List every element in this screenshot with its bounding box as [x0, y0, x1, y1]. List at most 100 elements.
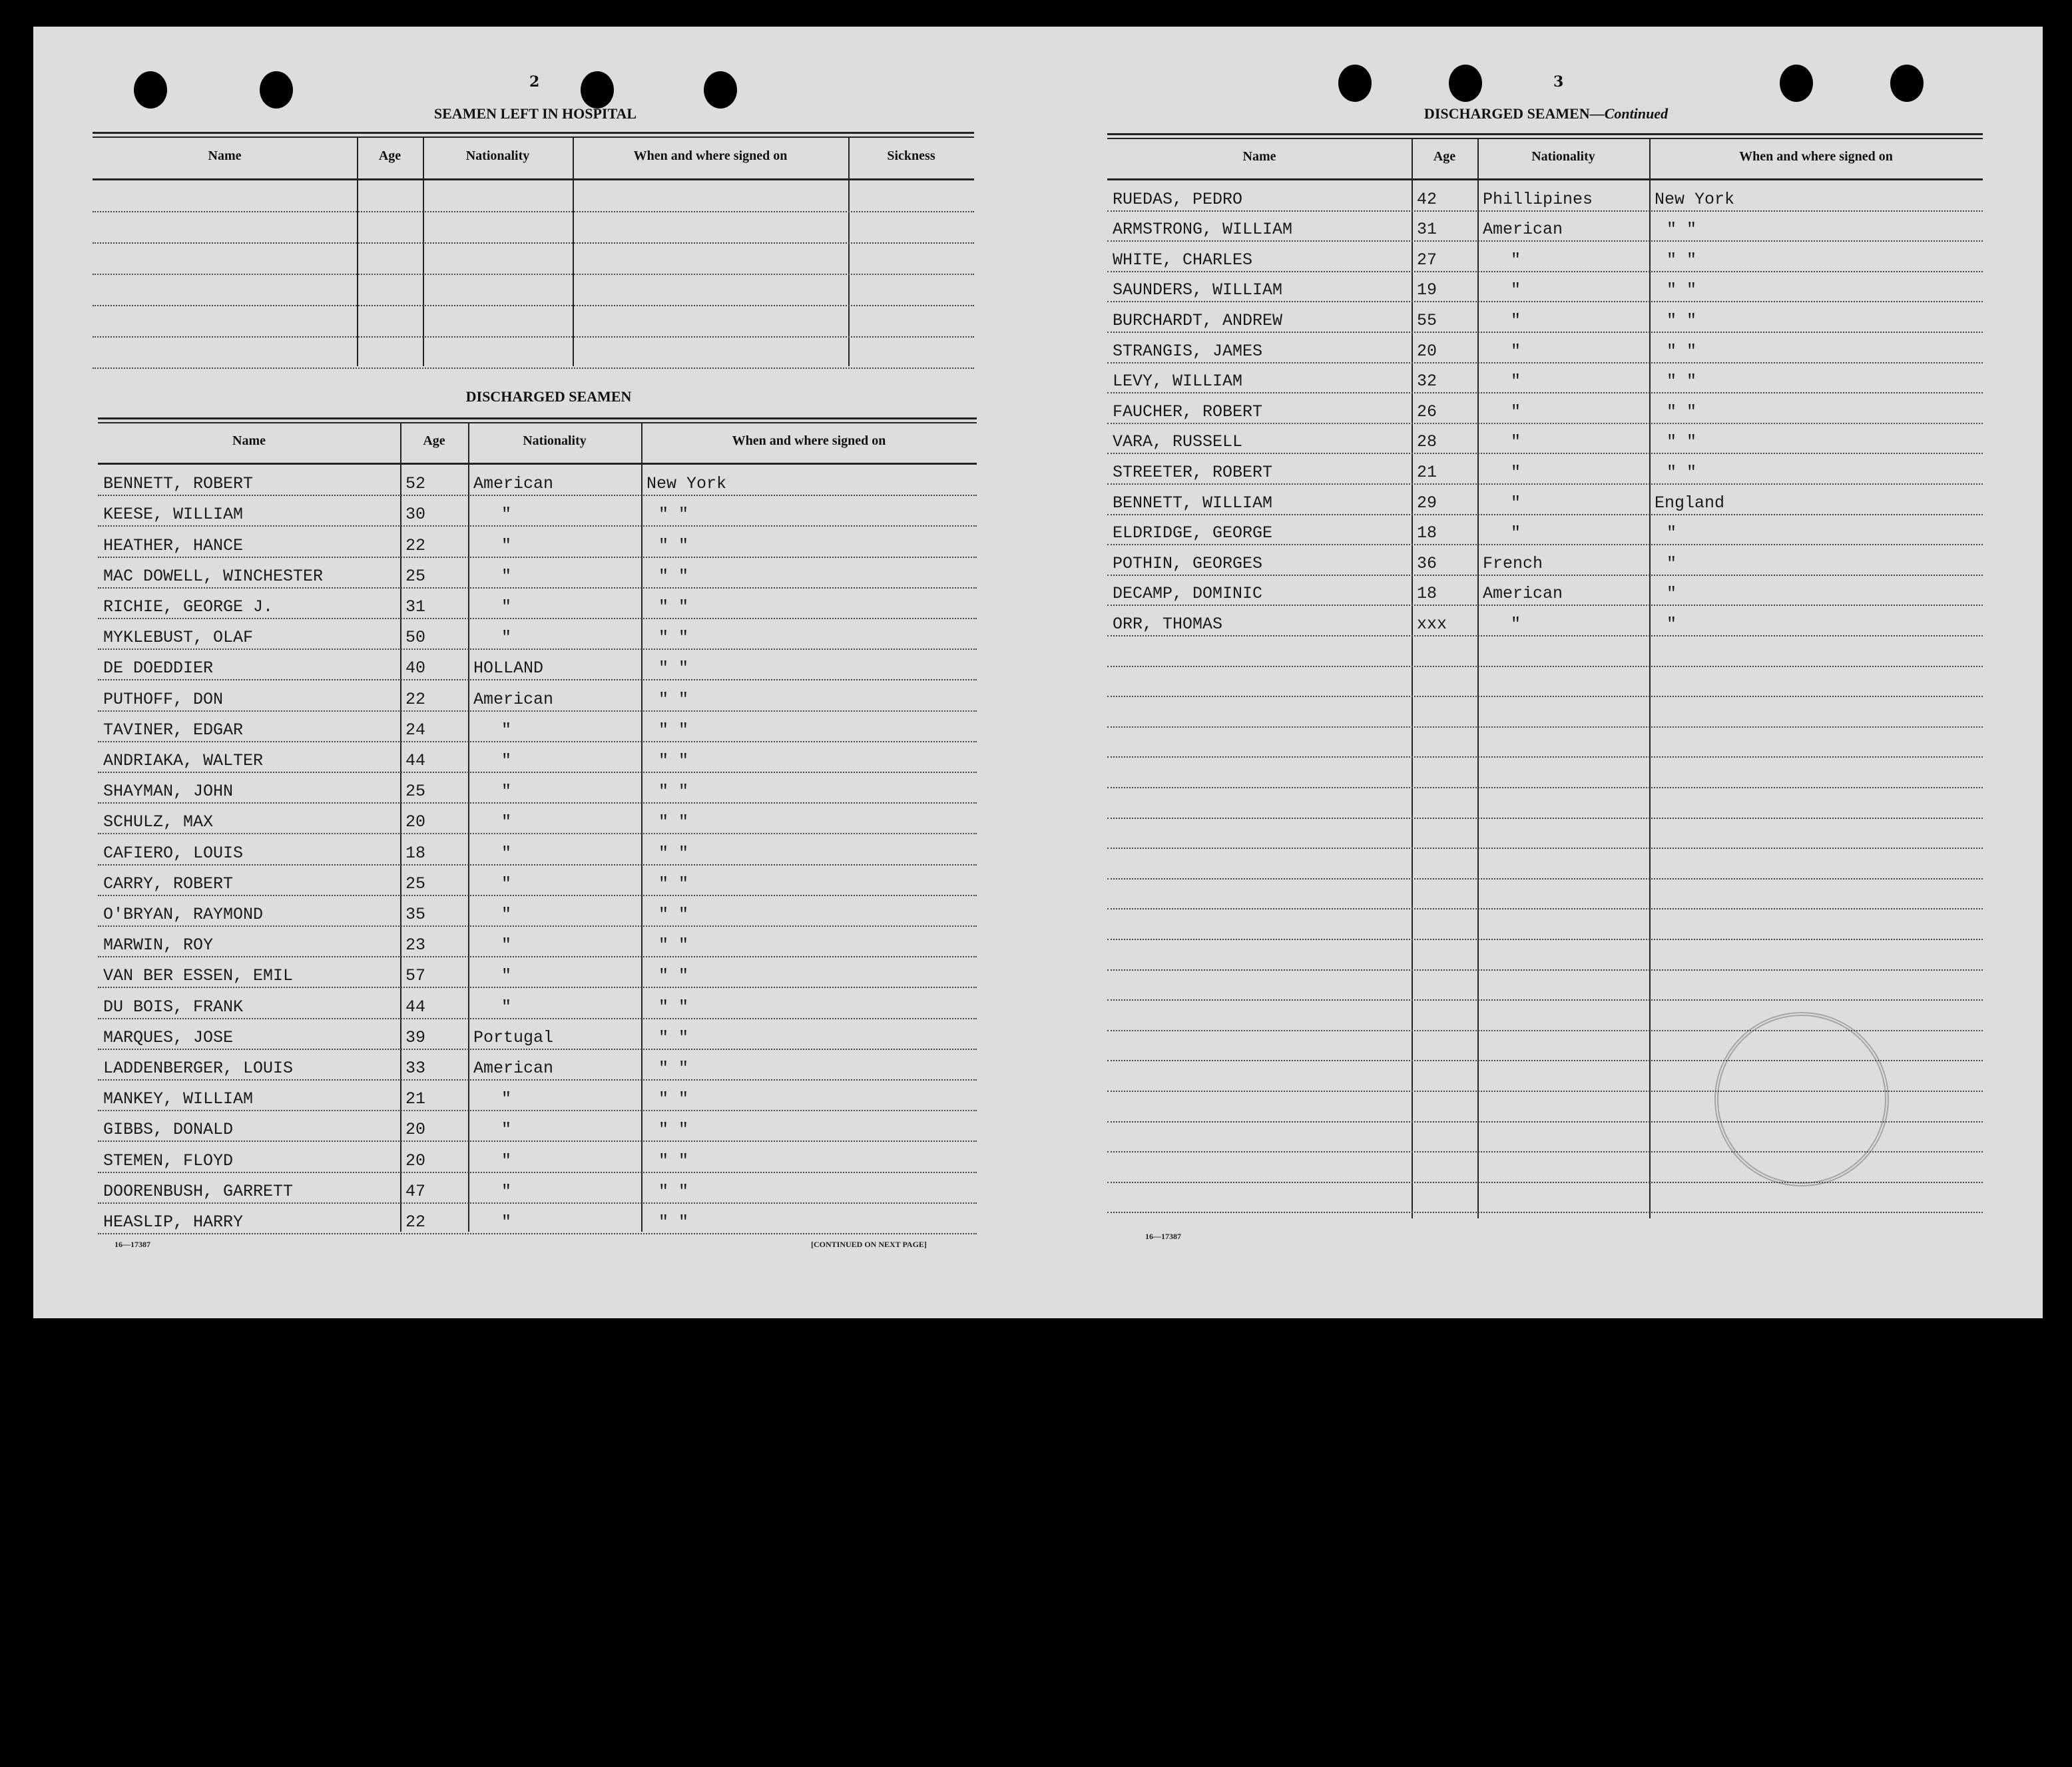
- discharged-table: Name Age Nationality When and where signed …: [98, 417, 977, 1234]
- blank-row: [1107, 1152, 1983, 1183]
- name-cell: GIBBS, DONALD: [103, 1120, 234, 1140]
- table-row: KEESE, WILLIAM 30 " " ": [98, 496, 977, 527]
- signed-on-cell: ": [1667, 523, 1677, 543]
- age-cell: 23: [405, 935, 426, 955]
- age-cell: 25: [405, 566, 426, 586]
- column-divider: [848, 138, 850, 366]
- name-cell: BURCHARDT, ANDREW: [1113, 310, 1283, 330]
- nationality-cell: ": [501, 997, 512, 1017]
- column-header: Age: [1433, 149, 1456, 164]
- signed-on-cell: " ": [658, 904, 689, 924]
- punch-hole: [1890, 65, 1924, 102]
- age-cell: 26: [1417, 401, 1437, 421]
- name-cell: FAUCHER, ROBERT: [1113, 401, 1263, 421]
- table-row: ANDRIAKA, WALTER 44 " " ": [98, 742, 977, 773]
- nationality-cell: ": [501, 812, 512, 832]
- header-rule: [1107, 178, 1983, 180]
- name-cell: MYKLEBUST, OLAF: [103, 628, 254, 648]
- nationality-cell: ": [1511, 493, 1521, 513]
- blank-row: [1107, 940, 1983, 971]
- age-cell: 18: [405, 843, 426, 863]
- column-header: Name: [232, 433, 266, 448]
- signed-on-cell: " ": [658, 874, 689, 893]
- signed-on-cell: " ": [1667, 341, 1697, 361]
- table-row: TAVINER, EDGAR 24 " " ": [98, 712, 977, 742]
- nationality-cell: ": [501, 720, 512, 740]
- nationality-cell: French: [1483, 553, 1543, 573]
- nationality-cell: ": [1511, 341, 1521, 361]
- signed-on-cell: New York: [1655, 189, 1735, 209]
- signed-on-cell: " ": [1667, 250, 1697, 270]
- age-cell: 33: [405, 1058, 426, 1078]
- blank-row: [1107, 758, 1983, 788]
- blank-row: [1107, 819, 1983, 850]
- nationality-cell: ": [501, 1212, 512, 1232]
- hospital-table: Name Age Nationality When and where signed …: [93, 132, 974, 369]
- table-row: HEATHER, HANCE 22 " " ": [98, 527, 977, 558]
- signed-on-cell: ": [1667, 614, 1677, 634]
- name-cell: HEASLIP, HARRY: [103, 1212, 244, 1232]
- age-cell: 22: [405, 689, 426, 709]
- name-cell: CARRY, ROBERT: [103, 874, 234, 893]
- punch-hole: [134, 71, 167, 109]
- table-row: RICHIE, GEORGE J. 31 " " ": [98, 589, 977, 619]
- table-row: CARRY, ROBERT 25 " " ": [98, 866, 977, 896]
- name-cell: ARMSTRONG, WILLIAM: [1113, 220, 1293, 240]
- header-rule: [98, 417, 977, 419]
- age-cell: 19: [1417, 280, 1437, 300]
- header-rule: [1107, 138, 1983, 139]
- age-cell: 27: [1417, 250, 1437, 270]
- header-rule: [93, 132, 974, 134]
- nationality-cell: HOLLAND: [473, 658, 544, 678]
- title-suffix: —Continued: [1589, 105, 1669, 122]
- punch-hole: [260, 71, 293, 109]
- hospital-title: SEAMEN LEFT IN HOSPITAL: [433, 105, 637, 122]
- form-number: 16—17387: [115, 1240, 150, 1249]
- table-row: RUEDAS, PEDRO 42 Phillipines New York: [1107, 181, 1983, 212]
- name-cell: KEESE, WILLIAM: [103, 505, 244, 525]
- age-cell: 25: [405, 782, 426, 802]
- nationality-cell: ": [501, 1089, 512, 1109]
- blank-row: [1107, 1031, 1983, 1062]
- column-divider: [400, 423, 401, 1232]
- blank-row: [1107, 788, 1983, 819]
- name-cell: MARWIN, ROY: [103, 935, 214, 955]
- punch-hole: [1449, 65, 1482, 102]
- document-scan: [33, 27, 2043, 1318]
- nationality-cell: Phillipines: [1483, 189, 1593, 209]
- column-header: Sickness: [887, 148, 935, 163]
- signed-on-cell: " ": [1667, 401, 1697, 421]
- age-cell: 31: [1417, 220, 1437, 240]
- continued-note: [CONTINUED ON NEXT PAGE]: [811, 1240, 927, 1249]
- age-cell: 40: [405, 658, 426, 678]
- signed-on-cell: " ": [658, 535, 689, 555]
- age-cell: 22: [405, 1212, 426, 1232]
- signed-on-cell: " ": [658, 750, 689, 770]
- table-row: SAUNDERS, WILLIAM 19 " " ": [1107, 272, 1983, 303]
- signed-on-cell: " ": [658, 1058, 689, 1078]
- page-number: 3: [1553, 73, 1564, 91]
- name-cell: LEVY, WILLIAM: [1113, 372, 1243, 391]
- age-cell: 22: [405, 535, 426, 555]
- signed-on-cell: " ": [658, 628, 689, 648]
- table-row: MARQUES, JOSE 39 Portugal " ": [98, 1019, 977, 1050]
- name-cell: LADDENBERGER, LOUIS: [103, 1058, 294, 1078]
- age-cell: 30: [405, 505, 426, 525]
- age-cell: 21: [1417, 462, 1437, 482]
- age-cell: 24: [405, 720, 426, 740]
- signed-on-cell: " ": [658, 1089, 689, 1109]
- name-cell: CAFIERO, LOUIS: [103, 843, 244, 863]
- signed-on-cell: " ": [1667, 372, 1697, 391]
- age-cell: 44: [405, 750, 426, 770]
- table-row: DECAMP, DOMINIC 18 American ": [1107, 576, 1983, 607]
- signed-on-cell: New York: [647, 474, 727, 494]
- table-row: SCHULZ, MAX 20 " " ": [98, 804, 977, 835]
- blank-row: [93, 244, 974, 275]
- age-cell: 39: [405, 1027, 426, 1047]
- signed-on-cell: ": [1667, 553, 1677, 573]
- nationality-cell: ": [501, 597, 512, 617]
- blank-row: [1107, 971, 1983, 1001]
- name-cell: ORR, THOMAS: [1113, 614, 1223, 634]
- name-cell: BENNETT, WILLIAM: [1113, 493, 1273, 513]
- table-row: PUTHOFF, DON 22 American " ": [98, 680, 977, 712]
